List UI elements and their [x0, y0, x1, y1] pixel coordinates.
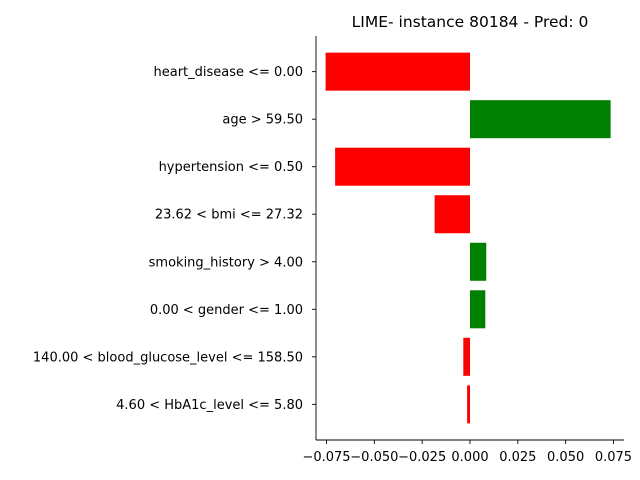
x-tick-label: −0.025 [398, 450, 446, 465]
y-tick-label: 4.60 < HbA1c_level <= 5.80 [116, 398, 303, 413]
bar [470, 290, 486, 329]
y-tick-label: heart_disease <= 0.00 [153, 65, 303, 80]
bar [335, 147, 470, 186]
x-tick-label: 0.075 [595, 450, 632, 465]
bar [467, 385, 470, 424]
y-tick-label: smoking_history > 4.00 [149, 255, 303, 270]
x-tick-label: −0.050 [350, 450, 398, 465]
x-tick-label: 0.025 [499, 450, 536, 465]
bar [325, 52, 470, 91]
x-tick-label: 0.000 [451, 450, 488, 465]
bar [470, 100, 611, 139]
y-tick-label: 23.62 < bmi <= 27.32 [155, 208, 303, 223]
bar [463, 337, 470, 376]
chart-title: LIME- instance 80184 - Pred: 0 [352, 13, 589, 31]
y-axis-ticks: heart_disease <= 0.00 age > 59.50 hyperten… [33, 65, 316, 413]
x-tick-label: −0.075 [302, 450, 350, 465]
bars-group [325, 52, 611, 424]
x-axis-ticks: −0.075 −0.050 −0.025 0.000 0.025 0.050 0.075 [302, 440, 632, 465]
axes-frame [315, 36, 624, 441]
bar [434, 195, 470, 234]
y-tick-label: age > 59.50 [222, 113, 303, 128]
y-tick-label: hypertension <= 0.50 [159, 160, 303, 175]
y-tick-label: 140.00 < blood_glucose_level <= 158.50 [33, 350, 303, 365]
y-tick-label: 0.00 < gender <= 1.00 [150, 303, 303, 318]
x-tick-label: 0.050 [547, 450, 584, 465]
bar [470, 242, 487, 281]
